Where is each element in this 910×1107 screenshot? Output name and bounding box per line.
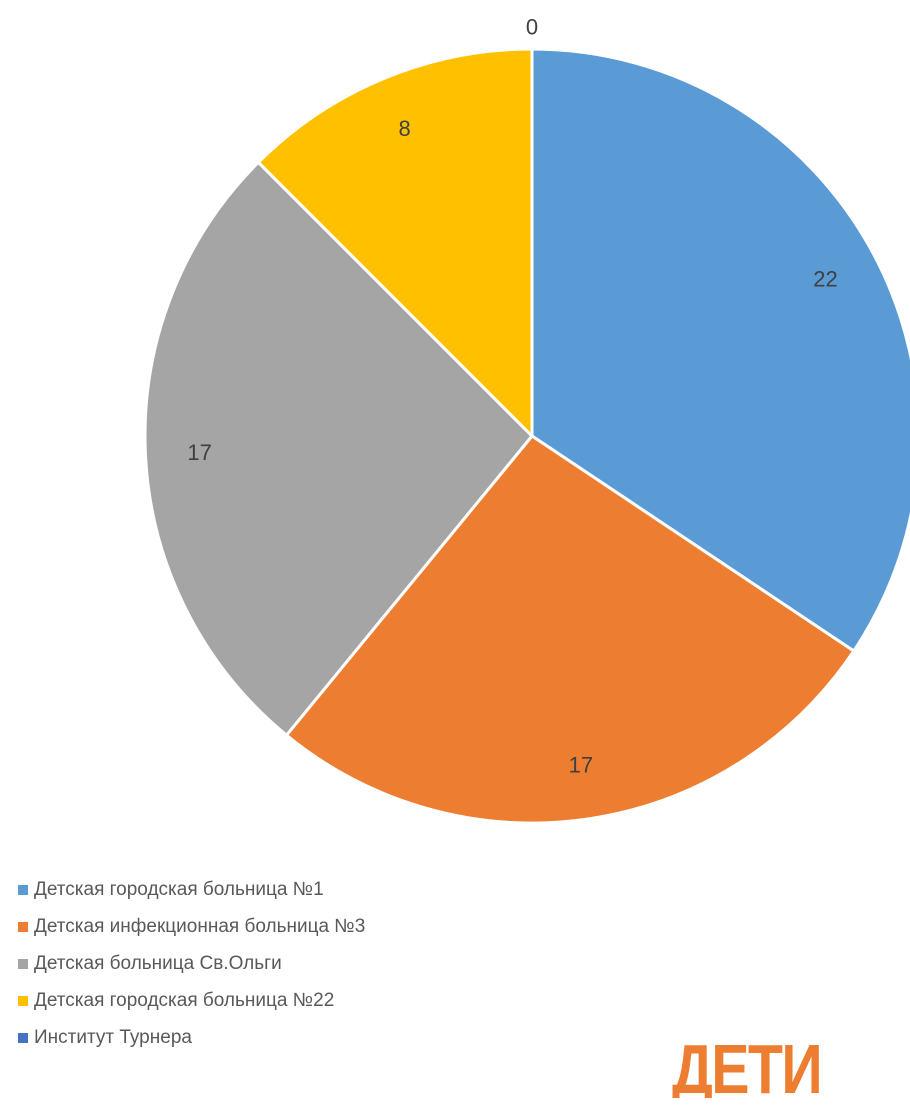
- legend-label: Детская городская больница №1: [34, 879, 324, 900]
- legend-swatch: [18, 959, 28, 969]
- legend-item-3: Детская больница Св.Ольги: [18, 953, 365, 974]
- data-label-2: 17: [569, 753, 593, 778]
- legend-swatch: [18, 1033, 28, 1043]
- legend-item-5: Институт Турнера: [18, 1027, 365, 1048]
- legend-swatch: [18, 922, 28, 932]
- legend-label: Институт Турнера: [34, 1027, 192, 1048]
- pie-slice-1: [530, 47, 910, 653]
- data-label-5: 0: [526, 15, 538, 40]
- legend-item-4: Детская городская больница №22: [18, 990, 365, 1011]
- pie-slice-2: [284, 434, 856, 825]
- pie-slice-3: [143, 160, 534, 737]
- pie-data-labels: 22 17 17 8 0: [187, 15, 837, 778]
- data-label-3: 17: [187, 440, 211, 465]
- chart-legend: Детская городская больница №1 Детская инф…: [18, 879, 366, 1065]
- legend-swatch: [18, 885, 28, 895]
- legend-swatch: [18, 996, 28, 1006]
- legend-item-2: Детская инфекционная больница №3: [18, 916, 366, 937]
- legend-label: Детская городская больница №22: [34, 990, 335, 1011]
- legend-item-1: Детская городская больница №1: [18, 879, 365, 900]
- pie-slices: [143, 47, 910, 825]
- data-label-4: 8: [399, 116, 411, 141]
- deti-logo: ДЕТИ: [672, 1040, 823, 1098]
- legend-label: Детская больница Св.Ольги: [34, 953, 282, 974]
- pie-slice-4: [256, 47, 534, 438]
- legend-label: Детская инфекционная больница №3: [34, 916, 366, 937]
- data-label-1: 22: [813, 267, 837, 292]
